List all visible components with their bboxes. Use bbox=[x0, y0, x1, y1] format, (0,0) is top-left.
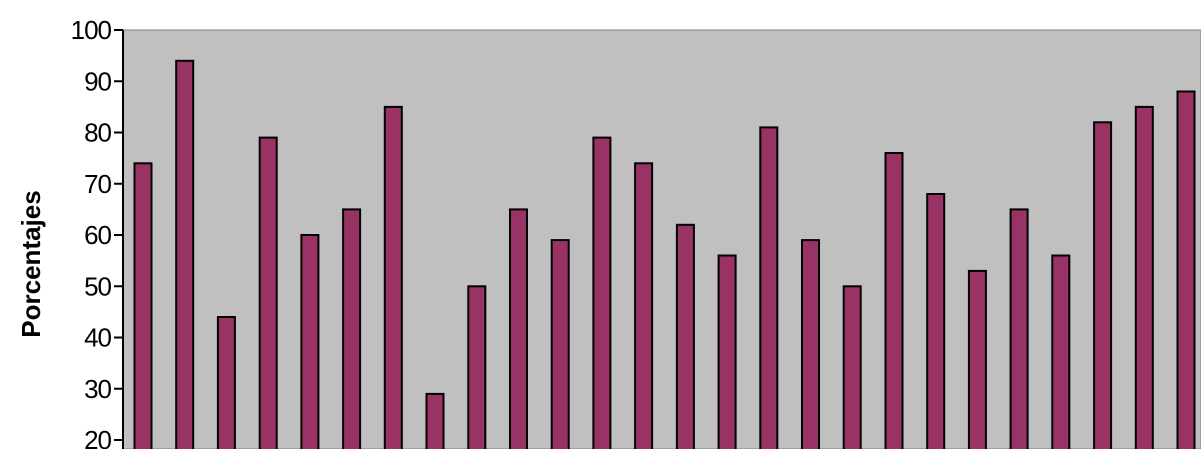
bar bbox=[717, 254, 737, 449]
plot-area bbox=[122, 29, 1201, 449]
y-tick-label: 80 bbox=[84, 118, 111, 148]
bar bbox=[592, 136, 612, 449]
y-tick-label: 50 bbox=[84, 271, 111, 301]
bar bbox=[133, 162, 153, 449]
bar bbox=[425, 392, 445, 449]
y-axis: 20 30 40 50 60 70 80 90 100 bbox=[71, 15, 124, 449]
bar bbox=[675, 223, 695, 449]
y-tick-label: 90 bbox=[84, 66, 111, 96]
bar bbox=[759, 126, 779, 449]
bar bbox=[175, 59, 195, 449]
bar bbox=[509, 208, 528, 449]
bar bbox=[1051, 254, 1071, 449]
bar bbox=[342, 208, 362, 449]
bar bbox=[967, 269, 987, 449]
bar bbox=[801, 239, 820, 449]
bar bbox=[258, 136, 278, 449]
bar bbox=[383, 105, 403, 449]
bar bbox=[216, 316, 236, 449]
bar bbox=[1176, 90, 1196, 449]
y-tick-label: 20 bbox=[84, 425, 111, 449]
bar bbox=[1009, 208, 1029, 449]
y-axis-title: Porcentajes bbox=[16, 190, 46, 337]
bar bbox=[550, 239, 570, 449]
bars bbox=[133, 59, 1196, 449]
y-tick-label: 100 bbox=[71, 15, 112, 45]
y-tick-label: 30 bbox=[84, 374, 111, 404]
bar bbox=[884, 152, 904, 449]
bar bbox=[926, 193, 946, 449]
bar bbox=[634, 162, 654, 449]
y-tick-label: 60 bbox=[84, 220, 111, 250]
bar bbox=[1134, 105, 1154, 449]
bar bbox=[842, 285, 862, 449]
bar bbox=[300, 234, 320, 449]
bar bbox=[1093, 121, 1113, 449]
bar bbox=[467, 285, 487, 449]
y-tick-label: 40 bbox=[84, 323, 111, 353]
y-tick-label: 70 bbox=[84, 169, 111, 199]
